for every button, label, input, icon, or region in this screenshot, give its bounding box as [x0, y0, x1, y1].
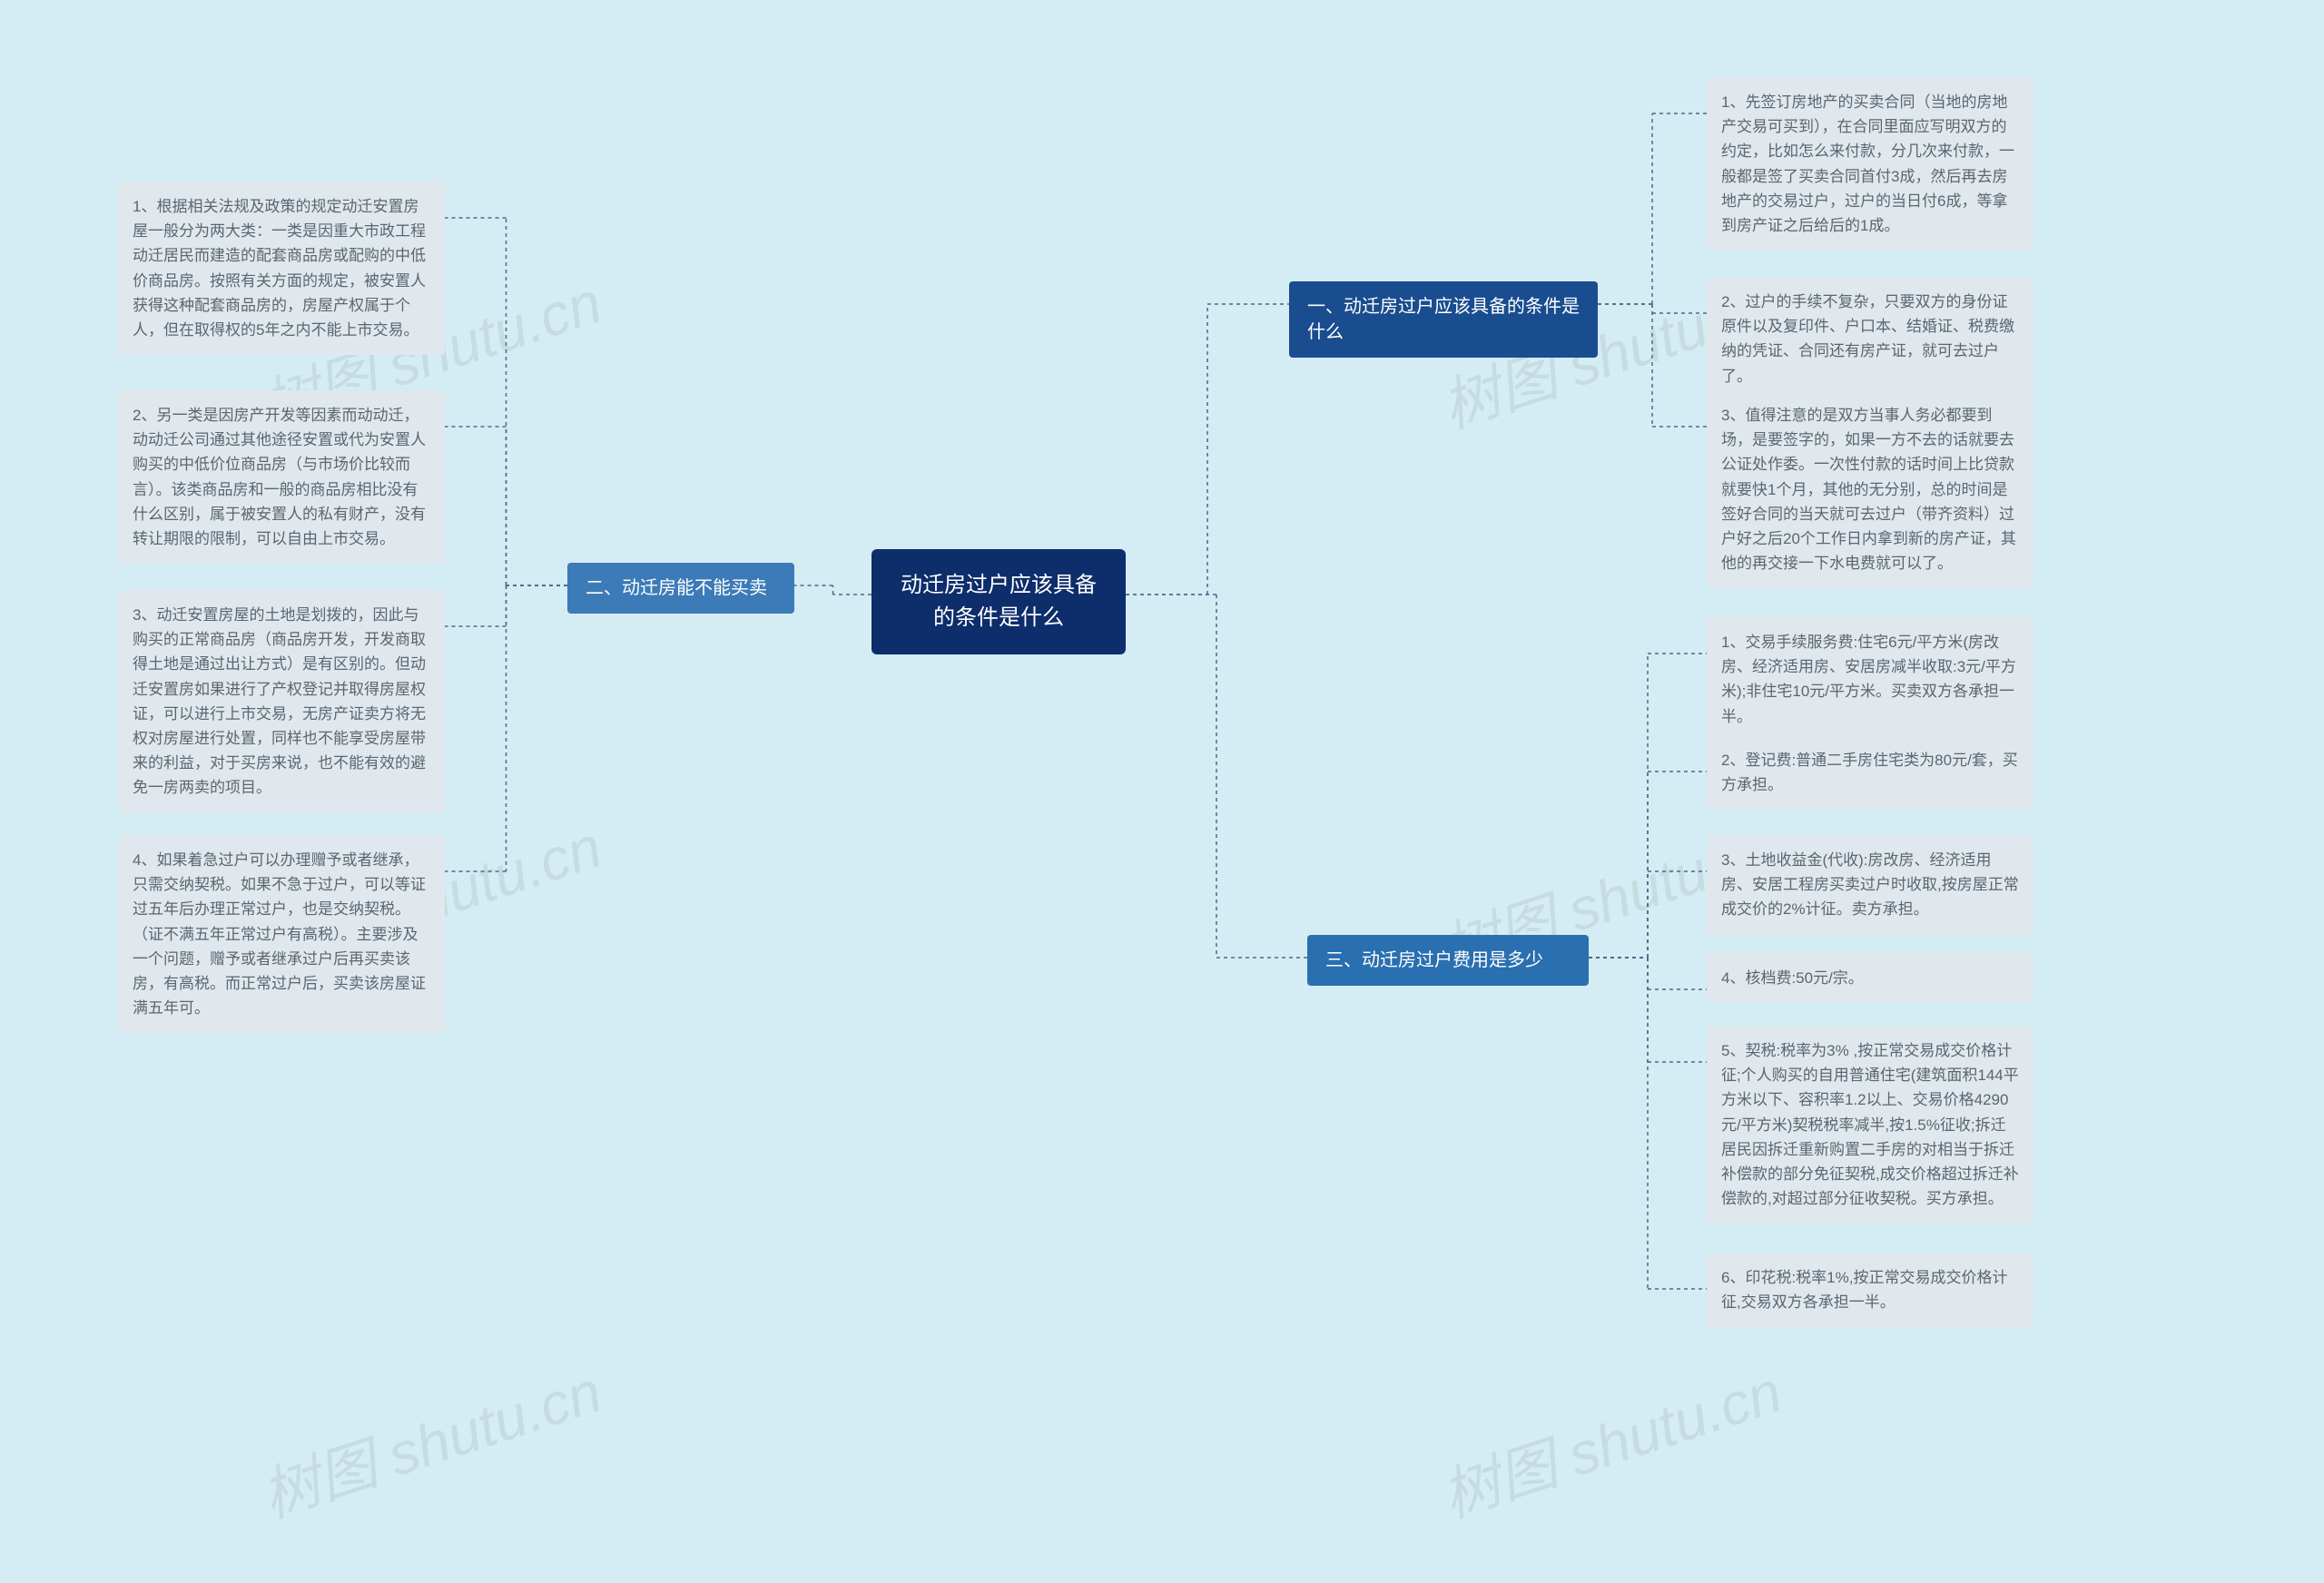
mindmap-leaf-node: 1、根据相关法规及政策的规定动迁安置房屋一般分为两大类：一类是因重大市政工程动迁… — [118, 182, 445, 355]
mindmap-leaf-node: 6、印花税:税率1%,按正常交易成交价格计征,交易双方各承担一半。 — [1707, 1253, 2034, 1327]
mindmap-leaf-node: 1、交易手续服务费:住宅6元/平方米(房改房、经济适用房、安居房减半收取:3元/… — [1707, 617, 2034, 742]
watermark: 树图 shutu.cn — [250, 1345, 610, 1533]
mindmap-leaf-node: 2、过户的手续不复杂，只要双方的身份证原件以及复印件、户口本、结婚证、税费缴纳的… — [1707, 277, 2034, 401]
mindmap-leaf-node: 2、另一类是因房产开发等因素而动动迁，动动迁公司通过其他途径安置或代为安置人购买… — [118, 390, 445, 564]
mindmap-root-node: 动迁房过户应该具备的条件是什么 — [872, 549, 1126, 654]
watermark: 树图 shutu.cn — [1430, 1345, 1790, 1533]
mindmap-leaf-node: 3、土地收益金(代收):房改房、经济适用房、安居工程房买卖过户时收取,按房屋正常… — [1707, 835, 2034, 935]
mindmap-leaf-node: 4、核档费:50元/宗。 — [1707, 953, 2034, 1003]
mindmap-leaf-node: 5、契税:税率为3% ,按正常交易成交价格计征;个人购买的自用普通住宅(建筑面积… — [1707, 1026, 2034, 1224]
mindmap-leaf-node: 3、值得注意的是双方当事人务必都要到场，是要签字的，如果一方不去的话就要去公证处… — [1707, 390, 2034, 588]
mindmap-leaf-node: 1、先签订房地产的买卖合同（当地的房地产交易可买到），在合同里面应写明双方的约定… — [1707, 77, 2034, 251]
mindmap-leaf-node: 2、登记费:普通二手房住宅类为80元/套，买方承担。 — [1707, 735, 2034, 810]
mindmap-branch-node: 二、动迁房能不能买卖 — [567, 563, 794, 614]
mindmap-branch-node: 三、动迁房过户费用是多少 — [1307, 935, 1589, 986]
mindmap-leaf-node: 4、如果着急过户可以办理赠予或者继承，只需交纳契税。如果不急于过户，可以等证过五… — [118, 835, 445, 1033]
mindmap-leaf-node: 3、动迁安置房屋的土地是划拨的，因此与购买的正常商品房（商品房开发，开发商取得土… — [118, 590, 445, 813]
mindmap-branch-node: 一、动迁房过户应该具备的条件是什么 — [1289, 281, 1598, 358]
